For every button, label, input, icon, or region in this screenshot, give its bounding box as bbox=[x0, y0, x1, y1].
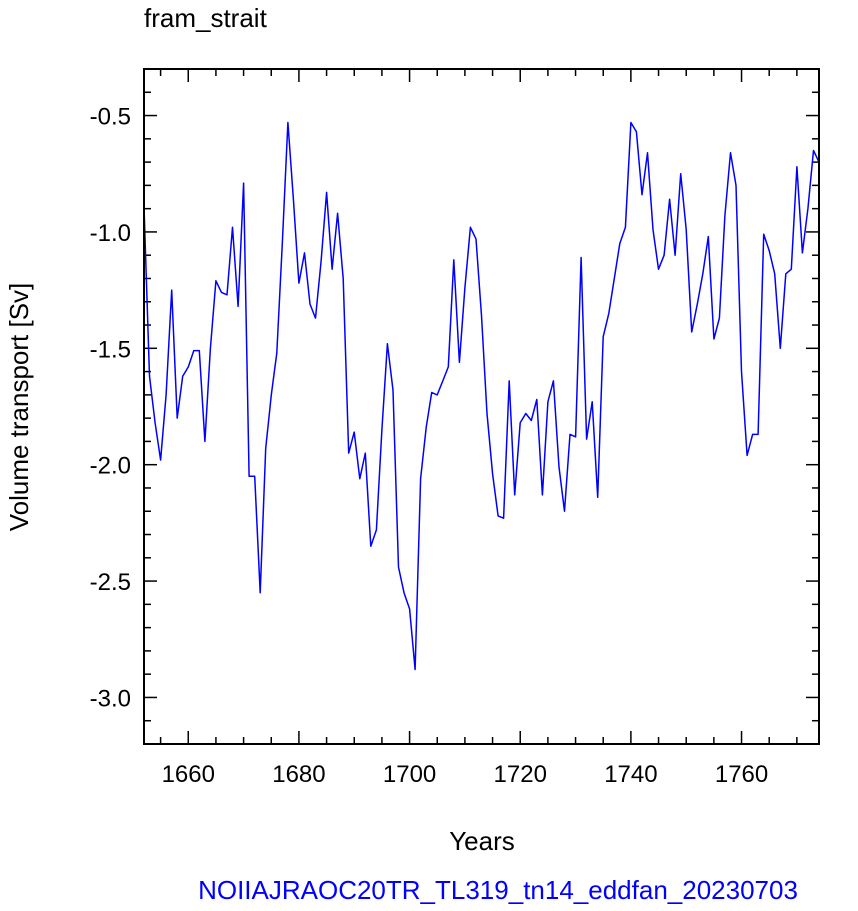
footer-label: NOIIAJRAOC20TR_TL319_tn14_eddfan_2023070… bbox=[198, 875, 798, 905]
y-tick-label: -2.5 bbox=[90, 569, 131, 596]
x-tick-label: 1700 bbox=[383, 761, 436, 788]
series-marks bbox=[143, 121, 820, 671]
y-tick-label: -2.0 bbox=[90, 453, 131, 480]
axis-ticks: 1660 1680 1700 1720 1740 1760 -0.5 -1.0 -1.5 -2.0… bbox=[90, 68, 819, 788]
x-tick-label: 1760 bbox=[715, 761, 768, 788]
x-tick-label: 1680 bbox=[272, 761, 325, 788]
chart-title: fram_strait bbox=[144, 3, 268, 33]
y-tick-label: -1.0 bbox=[90, 220, 131, 247]
x-tick-label: 1740 bbox=[604, 761, 657, 788]
x-tick-label: 1660 bbox=[162, 761, 215, 788]
y-tick-label: -3.0 bbox=[90, 685, 131, 712]
y-tick-label: -1.5 bbox=[90, 336, 131, 363]
y-tick-label: -0.5 bbox=[90, 104, 131, 131]
y-axis-label: Volume transport [Sv] bbox=[4, 283, 34, 532]
plot-frame bbox=[143, 68, 820, 745]
series-line bbox=[143, 121, 820, 671]
x-tick-label: 1720 bbox=[494, 761, 547, 788]
x-axis-label: Years bbox=[449, 826, 515, 856]
